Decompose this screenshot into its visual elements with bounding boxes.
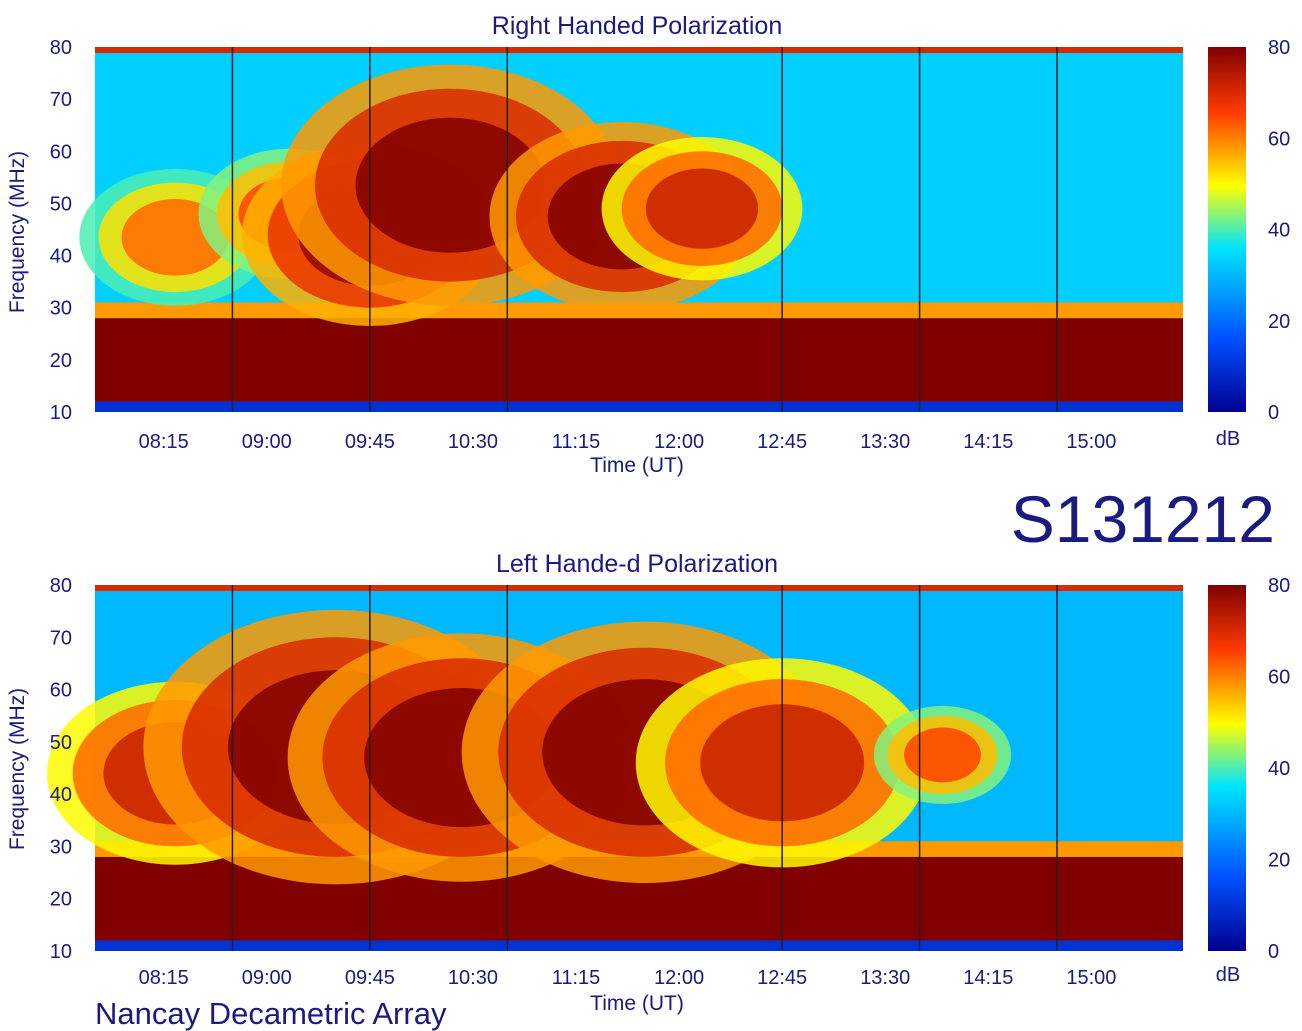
y-axis-label: Frequency (MHz): [6, 688, 29, 850]
x-tick-label: 09:00: [242, 967, 292, 989]
plot-area: [79, 47, 1183, 412]
y-tick-label: 50: [50, 193, 72, 215]
colorbar-tick-label: 40: [1268, 220, 1290, 242]
upper-band: [95, 585, 1183, 591]
colorbar-tick-label: 20: [1268, 850, 1290, 872]
x-tick-labels: 08:15 09:00 09:45 10:30 11:15 12:00 12:45 13:30…: [139, 967, 1117, 989]
chart-title: Left Hande-d Polarization: [496, 550, 778, 578]
y-tick-labels: 80 70 60 50 40 30 20 10: [50, 575, 72, 963]
x-tick-label: 12:45: [757, 431, 807, 453]
y-tick-label: 30: [50, 836, 72, 858]
x-axis-label: Time (UT): [590, 454, 684, 477]
x-tick-label: 11:15: [552, 431, 601, 453]
colorbar-tick-label: 80: [1268, 575, 1290, 597]
x-tick-label: 09:00: [242, 431, 292, 453]
colorbar-tick-labels: 80 60 40 20 0: [1268, 37, 1290, 424]
x-axis-label: Time (UT): [590, 992, 684, 1015]
x-tick-label: 12:00: [654, 967, 704, 989]
figure-code: S131212: [1011, 482, 1275, 556]
y-tick-label: 80: [50, 37, 72, 59]
y-tick-label: 70: [50, 627, 72, 649]
x-tick-label: 10:30: [448, 431, 498, 453]
y-tick-label: 60: [50, 680, 72, 702]
colorbar: [1208, 585, 1246, 951]
x-tick-label: 11:15: [552, 967, 601, 989]
y-tick-labels: 80 70 60 50 40 30 20 10: [50, 37, 72, 424]
x-tick-label: 13:30: [860, 431, 910, 453]
x-tick-label: 13:30: [860, 967, 910, 989]
y-tick-label: 30: [50, 298, 72, 320]
emission-region: [645, 168, 759, 249]
panel-left-polarization: Left Hande-d Polarization 80 70 60 50 40 30 20…: [6, 550, 1290, 1015]
x-tick-label: 14:15: [963, 431, 1013, 453]
x-tick-label: 10:30: [448, 967, 498, 989]
x-tick-label: 14:15: [963, 967, 1013, 989]
y-tick-label: 80: [50, 575, 72, 597]
y-tick-label: 50: [50, 732, 72, 754]
x-tick-label: 12:00: [654, 431, 704, 453]
y-tick-label: 40: [50, 784, 72, 806]
upper-band: [95, 47, 1183, 53]
x-tick-label: 15:00: [1066, 431, 1116, 453]
y-tick-label: 70: [50, 89, 72, 111]
colorbar-tick-label: 80: [1268, 37, 1290, 59]
y-tick-label: 20: [50, 350, 72, 372]
x-tick-label: 15:00: [1066, 967, 1116, 989]
colorbar-tick-label: 40: [1268, 758, 1290, 780]
y-tick-label: 10: [50, 402, 72, 424]
y-tick-label: 10: [50, 941, 72, 963]
x-tick-label: 08:15: [139, 431, 189, 453]
colorbar-label: dB: [1216, 964, 1240, 986]
panel-right-polarization: Right Handed Polarization 80 70 60 50 40 30 20…: [6, 12, 1290, 477]
colorbar-tick-labels: 80 60 40 20 0: [1268, 575, 1290, 963]
colorbar: [1208, 47, 1246, 412]
x-tick-label: 08:15: [139, 967, 189, 989]
x-tick-label: 09:45: [345, 431, 395, 453]
footer-label: Nancay Decametric Array: [95, 996, 447, 1031]
colorbar-label: dB: [1216, 428, 1240, 450]
low-band: [95, 401, 1183, 412]
x-tick-label: 12:45: [757, 967, 807, 989]
chart-title: Right Handed Polarization: [492, 12, 782, 40]
emission-region: [904, 727, 981, 783]
y-tick-label: 20: [50, 889, 72, 911]
x-tick-label: 09:45: [345, 967, 395, 989]
colorbar-tick-label: 0: [1268, 941, 1279, 963]
colorbar-tick-label: 20: [1268, 311, 1290, 333]
y-axis-label: Frequency (MHz): [6, 151, 29, 313]
y-tick-label: 60: [50, 141, 72, 163]
x-tick-labels: 08:15 09:00 09:45 10:30 11:15 12:00 12:45 13:30…: [139, 431, 1117, 453]
interference-band: [95, 318, 1183, 402]
colorbar-tick-label: 60: [1268, 667, 1290, 689]
y-tick-label: 40: [50, 246, 72, 268]
colorbar-tick-label: 60: [1268, 128, 1290, 150]
low-band: [95, 940, 1183, 951]
colorbar-tick-label: 0: [1268, 402, 1279, 424]
plot-area: [47, 585, 1183, 951]
